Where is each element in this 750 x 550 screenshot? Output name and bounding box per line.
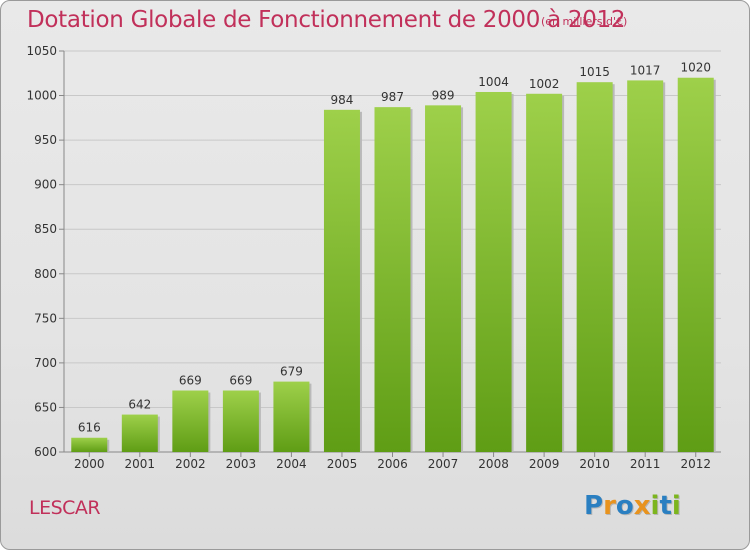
data-label: 1002 [529, 77, 560, 91]
y-tick-label: 700 [34, 356, 57, 370]
x-tick-label: 2010 [579, 457, 610, 471]
x-tick-label: 2003 [226, 457, 257, 471]
data-label: 987 [381, 90, 404, 104]
logo-letter: r [603, 491, 616, 521]
proxiti-logo: Proxiti [584, 491, 681, 521]
logo-letter: o [615, 491, 634, 521]
x-tick-label: 2004 [276, 457, 307, 471]
bar-2003 [222, 390, 259, 452]
y-tick-label: 800 [34, 267, 57, 281]
logo-letter: P [584, 491, 604, 521]
bar-2002 [172, 390, 209, 452]
data-label: 984 [331, 93, 354, 107]
y-tick-label: 950 [34, 133, 57, 147]
bar-2004 [273, 381, 310, 452]
y-tick-label: 600 [34, 445, 57, 459]
x-tick-label: 2000 [74, 457, 105, 471]
bar-2000 [71, 437, 108, 452]
bar-2005 [323, 109, 360, 453]
x-tick-label: 2007 [428, 457, 459, 471]
data-label: 642 [128, 398, 151, 412]
chart-subtitle: (en milliers d'€) [541, 15, 628, 28]
logo-letter: i [671, 491, 681, 521]
data-label: 1015 [579, 65, 610, 79]
x-tick-label: 2006 [377, 457, 408, 471]
y-tick-label: 1050 [26, 44, 57, 58]
data-label: 669 [229, 374, 252, 388]
logo-letter: i [650, 491, 660, 521]
x-tick-label: 2001 [125, 457, 156, 471]
data-label: 1004 [478, 75, 509, 89]
bar-2011 [627, 80, 664, 452]
x-tick-label: 2012 [680, 457, 711, 471]
y-tick-label: 1000 [26, 89, 57, 103]
bar-2012 [677, 77, 714, 452]
data-label: 1017 [630, 63, 661, 77]
x-tick-label: 2005 [327, 457, 358, 471]
data-label: 989 [432, 88, 455, 102]
bar-2007 [425, 105, 462, 452]
data-label: 679 [280, 365, 303, 379]
x-tick-label: 2011 [630, 457, 661, 471]
axes: 600 650 700 750 800 850 900 950 1000 1050 2000 2001… [26, 44, 721, 471]
data-label: 669 [179, 374, 202, 388]
bar-2006 [374, 107, 411, 452]
bar-2008 [475, 91, 512, 452]
data-label: 616 [78, 421, 101, 435]
logo-letter: x [633, 491, 651, 521]
chart-title: Dotation Globale de Fonctionnement de 20… [27, 7, 626, 33]
x-tick-label: 2008 [478, 457, 509, 471]
data-label: 1020 [680, 61, 711, 75]
x-tick-label: 2009 [529, 457, 560, 471]
bar-2001 [121, 414, 158, 452]
data-labels: 616 642 669 669 679 984 987 989 1004 1002 1015 1017… [78, 61, 711, 435]
x-tick-label: 2002 [175, 457, 206, 471]
y-tick-label: 900 [34, 178, 57, 192]
bar-2009 [526, 93, 563, 453]
bars [71, 77, 716, 453]
logo-letter: t [659, 491, 672, 521]
y-tick-label: 650 [34, 400, 57, 414]
place-name: LESCAR [29, 497, 101, 519]
y-tick-label: 750 [34, 311, 57, 325]
bar-2010 [576, 82, 613, 452]
y-tick-label: 850 [34, 222, 57, 236]
